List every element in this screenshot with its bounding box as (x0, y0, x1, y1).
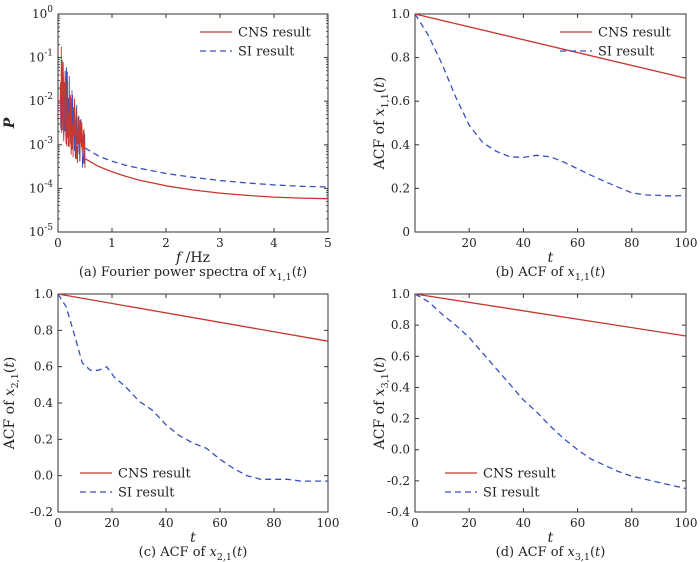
x-tick-label: 40 (516, 236, 531, 250)
y-axis-label: ACF of x3,1(t) (372, 357, 391, 451)
x-tick-label: 20 (104, 516, 119, 530)
x-tick-label: 60 (570, 236, 585, 250)
x-tick-label: 0 (54, 516, 62, 530)
y-tick-label: 10-3 (29, 136, 53, 152)
y-tick-label: 10-4 (29, 179, 53, 195)
y-tick-label: 0.6 (391, 349, 410, 363)
x-tick-label: 0 (54, 236, 62, 250)
x-tick-label: 100 (675, 236, 698, 250)
panel-a: 0 1 2 3 4 5 10-5 10-4 10-3 10-2 10-1 100 CNS result S… (2, 5, 332, 283)
x-tick-label: 40 (158, 516, 173, 530)
series-line-si (414, 293, 687, 490)
y-tick-label: 0.6 (391, 94, 410, 108)
legend-label-cns: CNS result (483, 467, 556, 482)
y-tick-label: 1.0 (391, 7, 410, 21)
x-axis-label: t (190, 530, 196, 546)
y-tick-label: 0.4 (391, 138, 410, 152)
legend-label-cns: CNS result (238, 26, 311, 41)
legend-label-si: SI result (483, 486, 540, 501)
y-tick-label: 100 (32, 5, 53, 21)
x-tick-label: 20 (462, 236, 477, 250)
panel-caption: (d) ACF of x3,1(t) (496, 545, 606, 562)
legend-label-si: SI result (598, 45, 655, 60)
x-tick-label: 80 (624, 516, 639, 530)
x-tick-label: 80 (624, 236, 639, 250)
x-tick-label: 3 (216, 236, 224, 250)
x-axis-label: f /Hz (175, 250, 210, 266)
x-tick-label: 100 (675, 516, 698, 530)
legend-label-si: SI result (118, 486, 175, 501)
y-tick-label: 10-5 (29, 223, 53, 239)
x-tick-label: 5 (324, 236, 332, 250)
y-tick-label: -0.4 (387, 505, 411, 519)
y-tick-label: 0.0 (34, 469, 53, 483)
y-tick-label: 0 (402, 225, 410, 239)
panel-b: 20 40 60 80 100 0 0.2 0.4 0.6 0.8 1.0 CNS result SI … (372, 7, 697, 283)
series-line-cns (57, 293, 329, 342)
panel-caption: (a) Fourier power spectra of x1,1(t) (79, 265, 307, 283)
y-tick-label: 0.2 (391, 412, 410, 426)
x-tick-label: 40 (516, 516, 531, 530)
legend-label-si: SI result (238, 45, 295, 60)
y-tick-label: 0.8 (391, 51, 410, 65)
y-tick-label: 0.8 (391, 318, 410, 332)
series-line-si (414, 13, 687, 197)
y-axis-label: ACF of x1,1(t) (372, 77, 391, 171)
series-line-si (57, 293, 328, 482)
y-tick-label: 0.0 (391, 443, 410, 457)
legend-label-cns: CNS result (598, 26, 671, 41)
panel-c: 0 20 40 60 80 100 -0.2 0.0 0.2 0.4 0.6 0.8 1.0 CNS re… (2, 287, 339, 562)
y-axis-label: P (2, 117, 18, 129)
panel-caption: (c) ACF of x2,1(t) (139, 545, 248, 562)
y-tick-label: 0.6 (34, 360, 53, 374)
series-line-si (84, 147, 329, 188)
series-line-cns (84, 158, 329, 200)
y-axis-label: ACF of x2,1(t) (2, 357, 21, 451)
y-tick-label: 1.0 (391, 287, 410, 301)
spectrum-noise-cns (59, 46, 86, 168)
plot-frame (414, 13, 687, 233)
y-tick-label: 0.4 (391, 380, 410, 394)
y-tick-label: 0.2 (391, 181, 410, 195)
x-tick-label: 80 (266, 516, 281, 530)
x-tick-label: 60 (570, 516, 585, 530)
y-tick-label: 0.4 (34, 396, 53, 410)
y-tick-label: 10-2 (29, 92, 53, 108)
plot-frame (414, 293, 687, 513)
x-tick-label: 4 (270, 236, 278, 250)
plot-frame (57, 13, 329, 233)
x-tick-label: 60 (212, 516, 227, 530)
series-line-cns (414, 293, 687, 337)
x-axis-label: t (548, 530, 554, 546)
x-tick-label: 1 (108, 236, 116, 250)
x-tick-label: 100 (317, 516, 340, 530)
y-tick-label: -0.2 (30, 505, 53, 519)
x-tick-label: 0 (411, 516, 419, 530)
y-tick-label: -0.2 (387, 474, 410, 488)
x-axis-label: t (548, 250, 554, 266)
y-tick-label: 1.0 (34, 287, 53, 301)
y-tick-label: 10-1 (29, 49, 53, 65)
y-tick-label: 0.2 (34, 432, 53, 446)
x-tick-label: 2 (162, 236, 170, 250)
panel-caption: (b) ACF of x1,1(t) (496, 265, 606, 283)
legend-label-cns: CNS result (118, 467, 191, 482)
y-tick-label: 0.8 (34, 323, 53, 337)
panel-d: 0 20 40 60 80 100 -0.4 -0.2 0.0 0.2 0.4 0.6 0.8 1.0 CN… (372, 287, 697, 562)
x-tick-label: 20 (462, 516, 477, 530)
series-line-cns (414, 13, 687, 79)
